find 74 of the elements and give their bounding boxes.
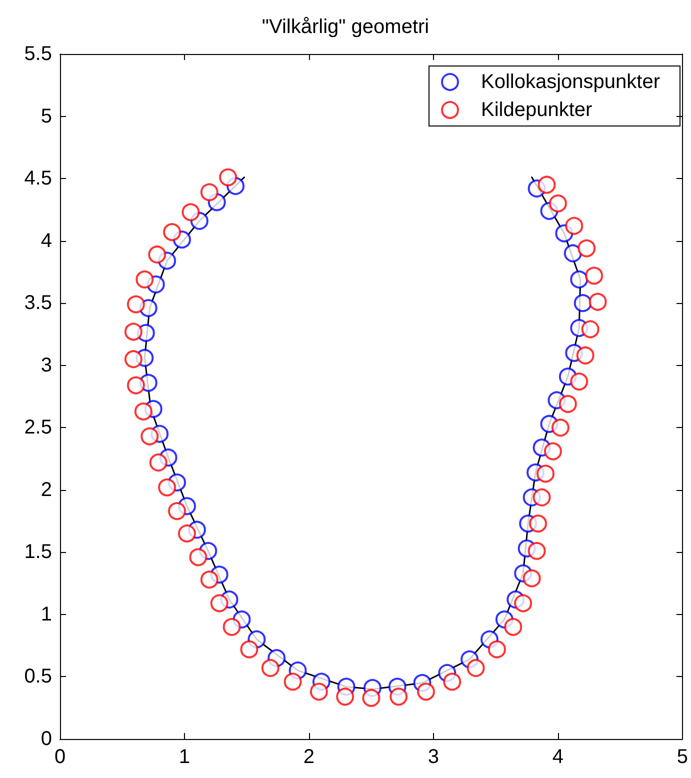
point	[126, 295, 145, 314]
point	[168, 502, 186, 520]
point	[126, 376, 145, 394]
y-tick-label: 4.5	[24, 168, 52, 190]
point	[336, 688, 354, 706]
point	[576, 346, 594, 364]
x-tick-label: 0	[54, 746, 66, 768]
point	[189, 548, 208, 566]
point	[504, 618, 522, 636]
point	[200, 183, 218, 202]
legend-label: Kildepunkter	[481, 99, 593, 121]
x-tick-label: 2	[303, 746, 315, 768]
point	[522, 569, 541, 588]
point	[551, 418, 570, 437]
point	[140, 427, 159, 446]
point	[588, 292, 607, 311]
point	[443, 672, 462, 691]
point	[574, 294, 592, 312]
point	[581, 320, 600, 338]
chart-title: "Vilkårlig" geometri	[262, 16, 430, 38]
point	[148, 246, 166, 264]
point	[570, 372, 588, 391]
point	[284, 672, 302, 691]
point	[149, 454, 168, 472]
point	[585, 266, 604, 285]
point	[536, 464, 554, 483]
point	[565, 216, 584, 235]
point	[178, 524, 196, 542]
y-tick-label: 3.5	[24, 292, 52, 314]
point	[124, 322, 142, 341]
y-tick-label: 5.5	[24, 43, 52, 65]
point	[124, 350, 142, 368]
point	[182, 203, 200, 222]
point	[210, 594, 228, 612]
point	[134, 402, 152, 420]
point	[240, 640, 258, 658]
point	[529, 514, 548, 533]
y-tick-label: 4	[40, 230, 52, 252]
point	[200, 570, 218, 589]
point	[564, 244, 582, 262]
point	[219, 168, 238, 186]
x-tick-label: 1	[178, 746, 190, 768]
x-tick-label: 4	[552, 746, 564, 768]
point	[558, 394, 577, 413]
point	[136, 270, 154, 288]
point	[222, 618, 241, 636]
point	[466, 659, 485, 678]
y-tick-label: 0	[40, 728, 52, 750]
y-tick-label: 1.5	[24, 541, 52, 564]
point	[528, 542, 546, 560]
x-tick-label: 5	[676, 746, 688, 768]
point	[548, 194, 567, 212]
y-tick-label: 2.5	[24, 416, 52, 439]
point	[570, 270, 588, 288]
point	[544, 442, 562, 460]
point	[417, 682, 435, 701]
point	[163, 223, 182, 242]
point	[261, 659, 280, 678]
point	[578, 239, 596, 258]
y-tick-label: 3	[40, 354, 52, 376]
point	[390, 688, 408, 706]
y-tick-label: 1	[40, 603, 52, 626]
legend-label: Kollokasjonspunkter	[481, 71, 660, 93]
point	[158, 478, 176, 496]
y-tick-label: 0.5	[24, 666, 52, 688]
x-tick-label: 3	[428, 746, 440, 768]
y-tick-label: 5	[40, 105, 52, 128]
point	[488, 640, 506, 658]
point	[362, 688, 380, 707]
y-tick-label: 2	[40, 478, 52, 501]
point	[310, 682, 328, 701]
point	[514, 594, 532, 612]
point	[538, 176, 556, 194]
point	[532, 488, 551, 506]
